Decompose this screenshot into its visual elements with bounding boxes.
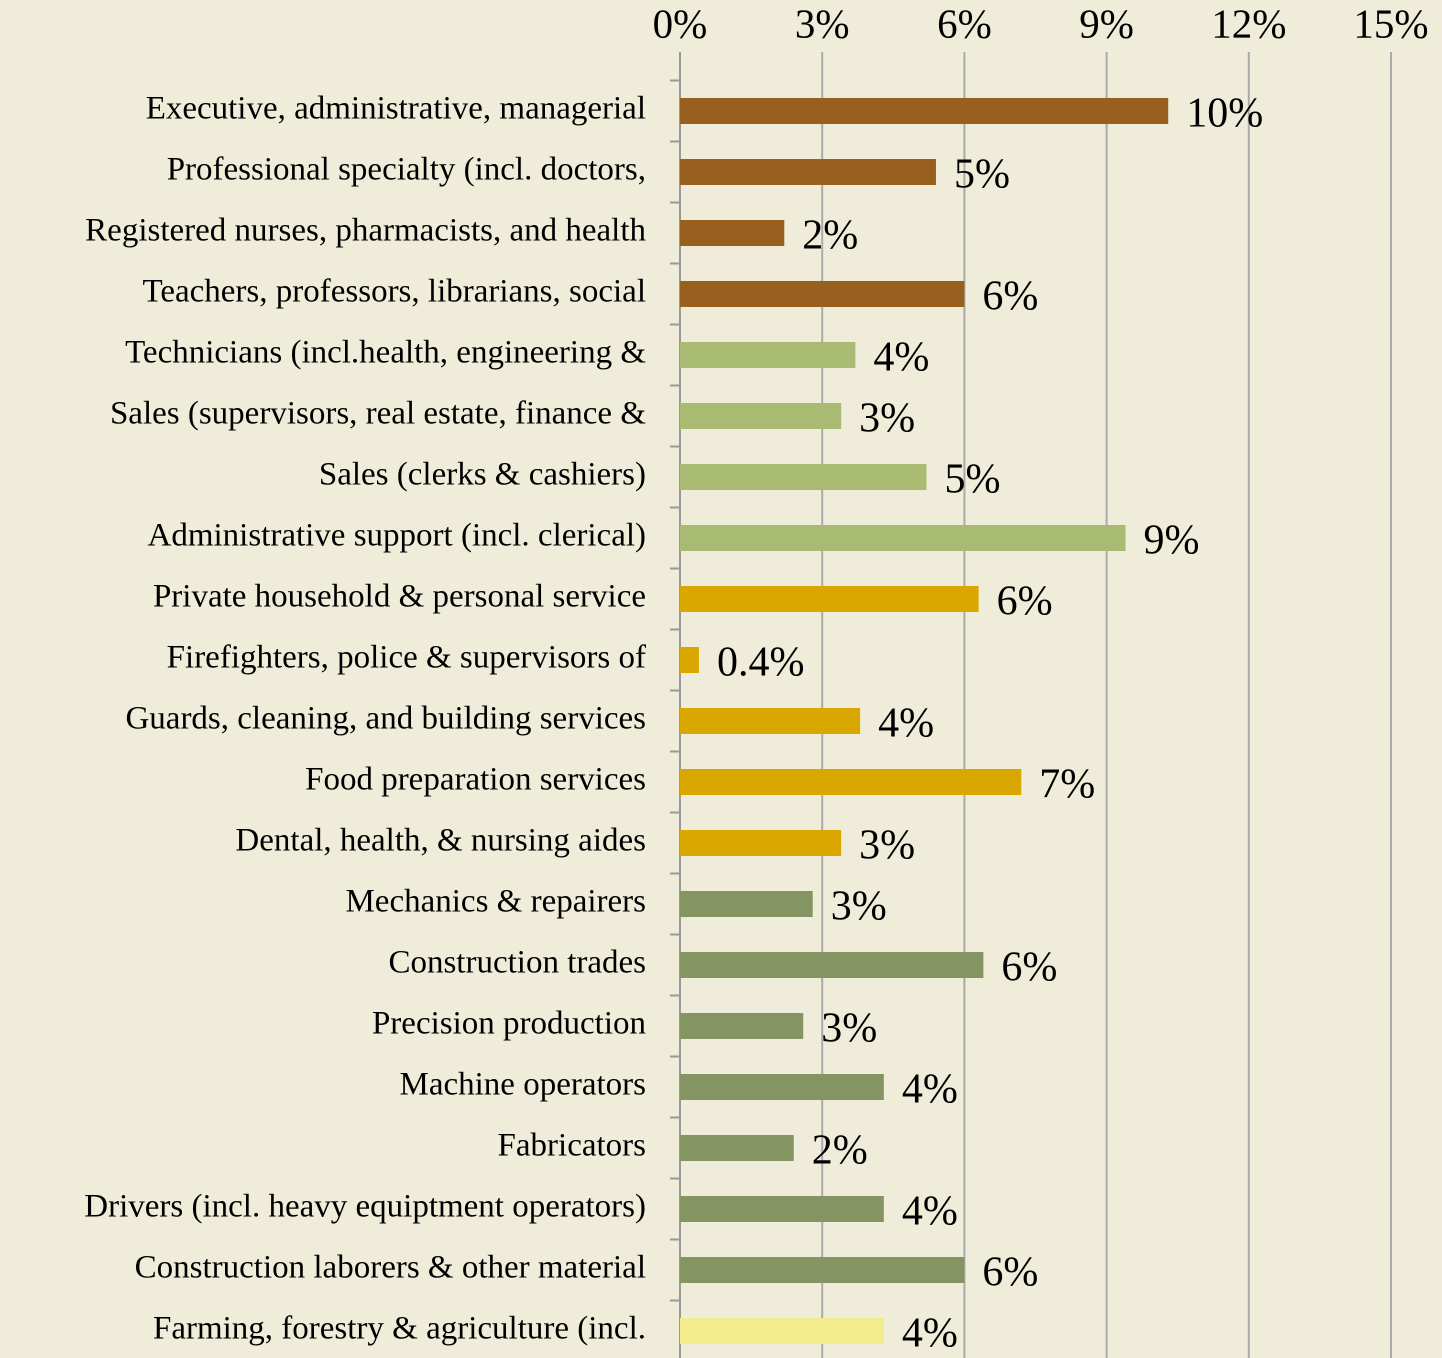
category-label: Registered nurses, pharmacists, and heal…	[85, 213, 646, 249]
x-tick-label: 0%	[653, 0, 708, 46]
value-label: 10%	[1186, 91, 1263, 137]
category-label: Dental, health, & nursing aides	[235, 823, 646, 859]
value-label: 6%	[997, 579, 1053, 625]
x-tick-label: 9%	[1079, 0, 1134, 46]
value-label: 4%	[878, 701, 934, 747]
category-label: Guards, cleaning, and building services	[125, 701, 646, 737]
bar	[680, 525, 1126, 551]
category-label: Firefighters, police & supervisors of	[167, 640, 646, 676]
bar	[680, 342, 856, 368]
bar	[680, 1257, 965, 1283]
category-label: Construction trades	[388, 945, 646, 981]
bar	[680, 1318, 884, 1344]
bar	[680, 830, 842, 856]
bar	[680, 464, 927, 490]
value-label: 9%	[1144, 518, 1200, 564]
category-label: Farming, forestry & agriculture (incl.	[153, 1311, 646, 1347]
category-label: Construction laborers & other material	[135, 1250, 646, 1286]
x-tick-label: 12%	[1211, 0, 1286, 46]
value-label: 4%	[902, 1067, 958, 1113]
value-label: 6%	[1001, 945, 1057, 991]
value-label: 5%	[954, 152, 1010, 198]
bar	[680, 1135, 794, 1161]
category-label: Executive, administrative, managerial	[146, 91, 646, 127]
category-label: Teachers, professors, librarians, social	[142, 274, 646, 310]
value-label: 4%	[902, 1311, 958, 1357]
category-label: Professional specialty (incl. doctors,	[167, 152, 646, 188]
value-label: 3%	[859, 396, 915, 442]
bar	[680, 769, 1022, 795]
bar	[680, 586, 979, 612]
value-label: 0.4%	[717, 640, 805, 686]
value-label: 2%	[812, 1128, 868, 1174]
category-label: Food preparation services	[305, 762, 646, 798]
bar	[680, 708, 861, 734]
value-label: 4%	[873, 335, 929, 381]
bar	[680, 403, 842, 429]
category-label: Private household & personal service	[153, 579, 646, 615]
value-label: 4%	[902, 1189, 958, 1235]
value-label: 7%	[1039, 762, 1095, 808]
bar	[680, 952, 984, 978]
bar	[680, 1074, 884, 1100]
value-label: 6%	[982, 274, 1038, 320]
category-label: Mechanics & repairers	[345, 884, 646, 920]
value-label: 2%	[802, 213, 858, 259]
bar	[680, 281, 965, 307]
value-label: 5%	[944, 457, 1000, 503]
bar	[680, 1196, 884, 1222]
bar	[680, 98, 1169, 124]
x-tick-label: 15%	[1353, 0, 1428, 46]
value-label: 3%	[859, 823, 915, 869]
category-label: Machine operators	[400, 1067, 647, 1103]
bar	[680, 647, 699, 673]
category-label: Sales (supervisors, real estate, finance…	[110, 396, 646, 432]
bar	[680, 1013, 804, 1039]
category-label: Fabricators	[498, 1128, 646, 1164]
value-label: 3%	[821, 1006, 877, 1052]
value-label: 3%	[831, 884, 887, 930]
category-label: Administrative support (incl. clerical)	[147, 518, 646, 554]
bar	[680, 159, 936, 185]
x-tick-label: 6%	[937, 0, 992, 46]
category-label: Precision production	[372, 1006, 646, 1042]
category-label: Sales (clerks & cashiers)	[319, 457, 646, 493]
value-label: 6%	[982, 1250, 1038, 1296]
category-label: Technicians (incl.health, engineering &	[125, 335, 646, 371]
category-label: Drivers (incl. heavy equiptment operator…	[84, 1189, 646, 1225]
bar	[680, 891, 813, 917]
bar	[680, 220, 785, 246]
x-tick-label: 3%	[795, 0, 850, 46]
